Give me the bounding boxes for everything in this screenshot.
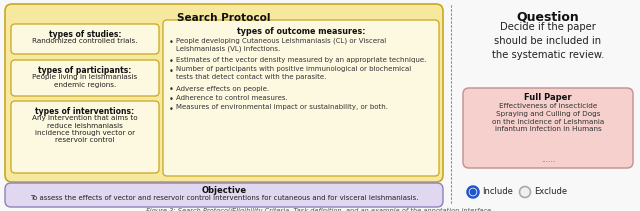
FancyBboxPatch shape	[11, 101, 159, 173]
Text: Search Protocol: Search Protocol	[177, 13, 271, 23]
Text: •: •	[169, 57, 174, 66]
Text: Any intervention that aims to
reduce leishmaniasis
incidence through vector or
r: Any intervention that aims to reduce lei…	[32, 115, 138, 143]
FancyBboxPatch shape	[5, 4, 443, 182]
Text: Adherence to control measures.: Adherence to control measures.	[176, 95, 288, 101]
Text: Estimates of the vector density measured by an appropriate technique.: Estimates of the vector density measured…	[176, 57, 426, 63]
FancyBboxPatch shape	[163, 20, 439, 176]
Circle shape	[467, 187, 479, 197]
FancyBboxPatch shape	[11, 60, 159, 96]
Text: Question: Question	[516, 10, 579, 23]
Text: Figure 3: Search Protocol/Eligibility Criteria, Task definition, and an example : Figure 3: Search Protocol/Eligibility Cr…	[147, 208, 493, 211]
Text: People developing Cutaneous Leishmaniasis (CL) or Visceral
Leishmaniasis (VL) in: People developing Cutaneous Leishmaniasi…	[176, 38, 387, 52]
FancyBboxPatch shape	[463, 88, 633, 168]
Text: types of outcome measures:: types of outcome measures:	[237, 27, 365, 36]
Text: •: •	[169, 95, 174, 104]
Circle shape	[470, 188, 477, 196]
Text: Full Paper: Full Paper	[524, 93, 572, 102]
Text: Decide if the paper
should be included in
the systematic review.: Decide if the paper should be included i…	[492, 22, 604, 60]
Text: •: •	[169, 38, 174, 47]
Text: types of participants:: types of participants:	[38, 66, 132, 75]
Text: types of studies:: types of studies:	[49, 30, 121, 39]
Text: •: •	[169, 104, 174, 114]
Text: Number of participants with positive immunological or biochemical
tests that det: Number of participants with positive imm…	[176, 66, 412, 80]
Text: types of interventions:: types of interventions:	[35, 107, 134, 116]
Text: Effectiveness of insecticide
Spraying and Culling of Dogs
on the Incidence of Le: Effectiveness of insecticide Spraying an…	[492, 103, 604, 132]
Text: Randomized controlled trials.: Randomized controlled trials.	[32, 38, 138, 44]
Text: To assess the effects of vector and reservoir control interventions for cutaneou: To assess the effects of vector and rese…	[29, 195, 419, 201]
Circle shape	[520, 187, 531, 197]
FancyBboxPatch shape	[5, 183, 443, 207]
Text: ......: ......	[541, 155, 555, 164]
Text: Include: Include	[482, 188, 513, 196]
Text: •: •	[169, 66, 174, 76]
Text: •: •	[169, 85, 174, 95]
Text: Adverse effects on people.: Adverse effects on people.	[176, 85, 269, 92]
Text: Exclude: Exclude	[534, 188, 567, 196]
FancyBboxPatch shape	[11, 24, 159, 54]
Text: People living in leishmaniasis
endemic regions.: People living in leishmaniasis endemic r…	[33, 74, 138, 88]
Text: Measures of environmental impact or sustainability, or both.: Measures of environmental impact or sust…	[176, 104, 388, 111]
Text: Objective: Objective	[202, 186, 246, 195]
